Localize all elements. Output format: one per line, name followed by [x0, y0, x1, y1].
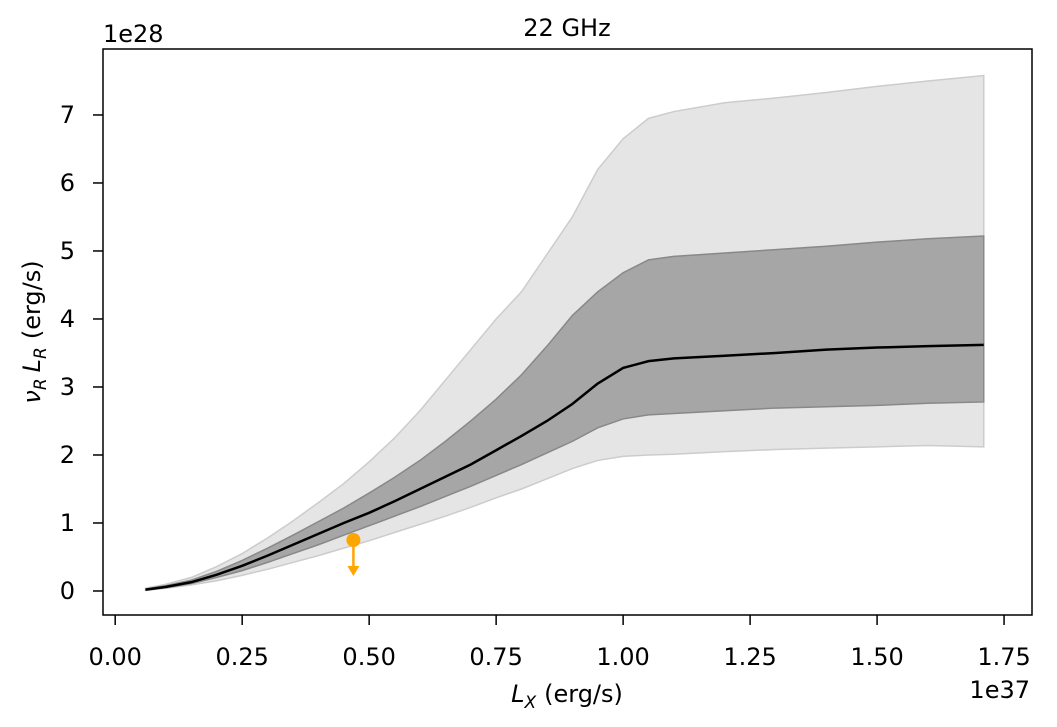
y-tick-label: 1 [60, 509, 75, 537]
plot-frame [102, 48, 1033, 616]
x-axis-label: LX (erg/s) [511, 680, 623, 713]
x-label-symbol: L [511, 680, 524, 708]
x-tick-label: 1.50 [850, 643, 903, 671]
x-tick-label: 0.75 [469, 643, 522, 671]
upper-limit-arrowhead [347, 565, 360, 576]
x-tick-label: 1.00 [596, 643, 649, 671]
x-offset-label: 1e37 [969, 676, 1030, 704]
y-label-unit: (erg/s) [18, 260, 46, 339]
x-tick-label: 0.50 [342, 643, 395, 671]
x-tick-label: 0.00 [88, 643, 141, 671]
median-line [145, 343, 984, 591]
y-label-symbol: ν [18, 390, 46, 403]
x-label-subscript: X [523, 693, 536, 713]
y-label-symbol: L [18, 359, 46, 372]
y-offset-label: 1e28 [103, 20, 164, 48]
confidence-band [144, 235, 985, 592]
y-tick-label: 4 [60, 305, 75, 333]
x-tick-label: 0.25 [215, 643, 268, 671]
y-label-subscript: R [31, 378, 51, 390]
y-tick-label: 0 [60, 577, 75, 605]
y-tick-label: 5 [60, 237, 75, 265]
x-label-unit: (erg/s) [544, 680, 623, 708]
chart-title: 22 GHz [523, 14, 610, 42]
y-tick-label: 3 [60, 373, 75, 401]
y-tick-label: 6 [60, 169, 75, 197]
y-tick-label: 2 [60, 441, 75, 469]
x-tick-label: 1.25 [723, 643, 776, 671]
y-axis-label: νRLR(erg/s) [18, 260, 51, 403]
data-point [346, 532, 361, 547]
x-tick-label: 1.75 [977, 643, 1030, 671]
y-label-subscript: R [31, 347, 51, 359]
y-tick-label: 7 [60, 101, 75, 129]
